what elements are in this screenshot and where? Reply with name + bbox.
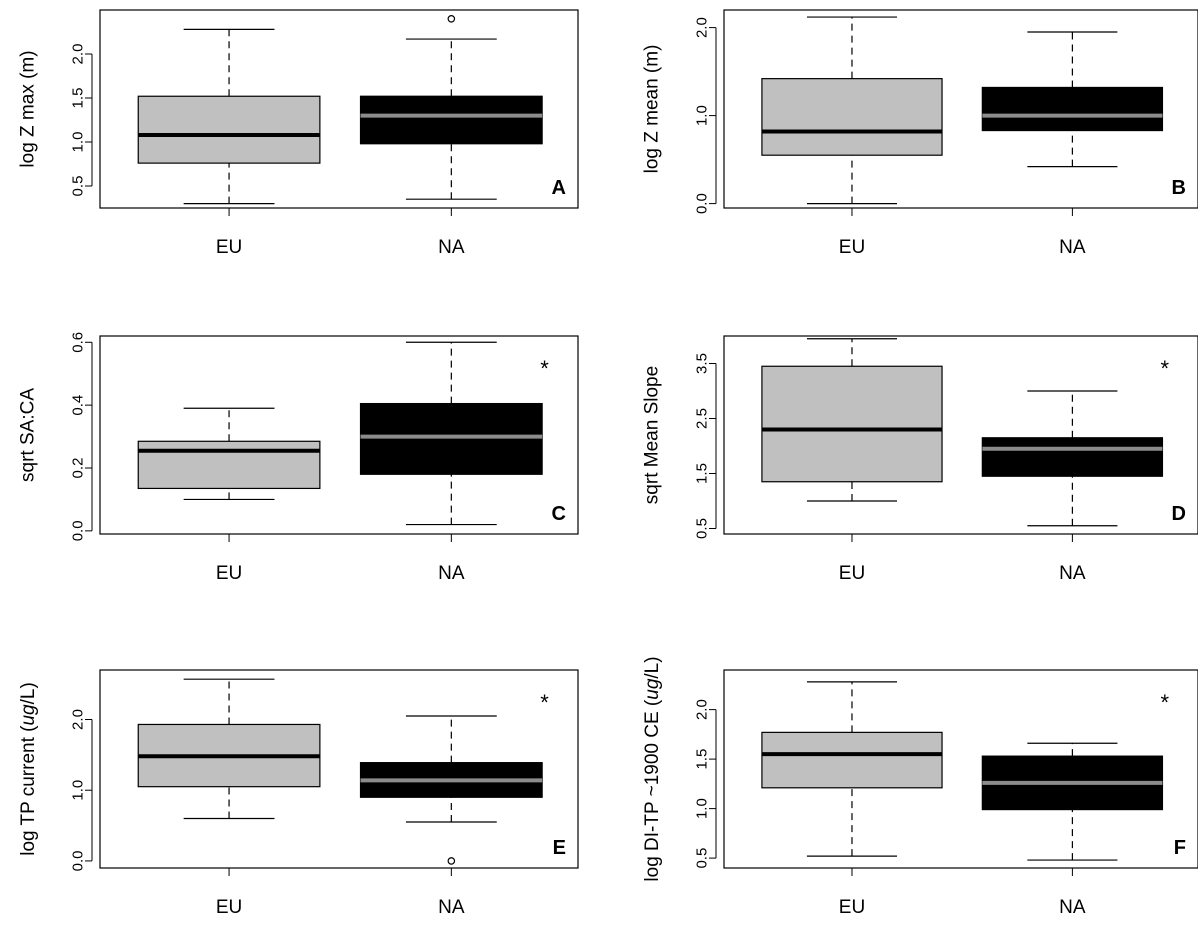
box-na bbox=[359, 14, 543, 200]
iqr-box bbox=[137, 95, 321, 164]
iqr-box bbox=[359, 402, 543, 475]
y-tick-label: 1.5 bbox=[70, 88, 87, 109]
y-tick-label: 0.0 bbox=[694, 193, 711, 214]
iqr-box bbox=[761, 78, 943, 156]
iqr-box bbox=[359, 95, 543, 145]
y-tick-label: 0.4 bbox=[70, 395, 87, 416]
box-eu bbox=[137, 28, 321, 205]
x-category-label: NA bbox=[1059, 897, 1086, 918]
y-tick-label: 0.0 bbox=[70, 520, 87, 541]
panel-letter: E bbox=[553, 837, 566, 859]
iqr-box bbox=[981, 86, 1164, 132]
box-na bbox=[981, 31, 1164, 168]
x-category-label: EU bbox=[216, 897, 242, 918]
y-axis-label: log TP current (ug/L) bbox=[18, 682, 39, 856]
y-tick-label: 1.5 bbox=[694, 463, 711, 484]
box-eu bbox=[761, 338, 943, 502]
outlier-point bbox=[447, 857, 456, 865]
y-tick-label: 0.0 bbox=[70, 850, 87, 871]
iqr-box bbox=[981, 437, 1164, 477]
panel-letter: C bbox=[552, 503, 566, 525]
iqr-box bbox=[137, 440, 321, 490]
y-tick-label: 2.5 bbox=[694, 408, 711, 429]
box-eu bbox=[137, 678, 321, 820]
y-tick-label: 1.0 bbox=[694, 798, 711, 819]
y-axis-label: log Z mean (m) bbox=[642, 45, 663, 174]
panel-a: 0.5 1.0 1.5 2.0 log Z max (m) EU NA A bbox=[18, 9, 579, 258]
y-tick-label: 0.5 bbox=[694, 518, 711, 539]
outlier-point bbox=[447, 14, 456, 23]
iqr-box bbox=[761, 365, 943, 483]
y-tick-label: 1.0 bbox=[694, 105, 711, 126]
x-category-label: EU bbox=[216, 563, 242, 584]
panel-c: 0.0 0.2 0.4 0.6 sqrt SA:CA EU NA C * bbox=[18, 332, 579, 584]
significance-mark: * bbox=[1161, 690, 1170, 715]
x-category-label: EU bbox=[839, 897, 865, 918]
panel-b: 0.0 1.0 2.0 log Z mean (m) EU NA B bbox=[642, 9, 1198, 258]
y-tick-label: 2.0 bbox=[694, 17, 711, 38]
y-tick-label: 1.0 bbox=[70, 132, 87, 153]
plot-frame bbox=[723, 335, 1198, 535]
panel-e: 0.0 1.0 2.0 log TP current (ug/L) EU NA E * bbox=[18, 669, 579, 918]
x-category-label: NA bbox=[438, 563, 465, 584]
x-category-label: EU bbox=[216, 237, 242, 258]
box-eu bbox=[137, 407, 321, 501]
panel-d: 0.5 1.5 2.5 3.5 sqrt Mean Slope EU NA D * bbox=[642, 335, 1198, 584]
panel-letter: F bbox=[1174, 837, 1186, 859]
y-axis-label: log Z max (m) bbox=[18, 50, 39, 167]
plot-frame bbox=[99, 9, 579, 209]
box-eu bbox=[761, 16, 943, 205]
box-na bbox=[981, 742, 1164, 861]
box-eu bbox=[761, 681, 943, 857]
panel-f: 0.5 1.0 1.5 2.0 log DI-TP ~1900 CE (ug/L) EU N… bbox=[642, 656, 1198, 918]
box-na bbox=[981, 390, 1164, 527]
significance-mark: * bbox=[540, 690, 549, 715]
y-tick-label: 0.6 bbox=[70, 332, 87, 353]
plot-frame bbox=[723, 9, 1198, 209]
y-tick-label: 3.5 bbox=[694, 353, 711, 374]
panel-letter: B bbox=[1172, 177, 1186, 199]
y-tick-label: 0.5 bbox=[70, 176, 87, 197]
plot-frame bbox=[99, 669, 579, 869]
box-na bbox=[359, 341, 543, 526]
significance-mark: * bbox=[1161, 356, 1170, 381]
y-tick-label: 2.0 bbox=[70, 709, 87, 730]
x-category-label: NA bbox=[1059, 237, 1086, 258]
y-tick-label: 1.0 bbox=[70, 780, 87, 801]
y-tick-label: 1.5 bbox=[694, 749, 711, 770]
y-axis-label: sqrt SA:CA bbox=[18, 388, 39, 482]
x-category-label: NA bbox=[1059, 563, 1086, 584]
panel-letter: D bbox=[1172, 503, 1186, 525]
significance-mark: * bbox=[540, 356, 549, 381]
y-tick-label: 2.0 bbox=[694, 699, 711, 720]
x-category-label: NA bbox=[438, 237, 465, 258]
y-tick-label: 0.2 bbox=[70, 458, 87, 479]
plot-frame bbox=[723, 669, 1198, 869]
panel-letter: A bbox=[552, 177, 566, 199]
y-axis-label: log DI-TP ~1900 CE (ug/L) bbox=[642, 656, 663, 881]
iqr-box bbox=[761, 731, 943, 789]
y-tick-label: 0.5 bbox=[694, 848, 711, 869]
y-tick-label: 2.0 bbox=[70, 44, 87, 65]
plot-frame bbox=[99, 335, 579, 535]
x-category-label: EU bbox=[839, 237, 865, 258]
box-na bbox=[359, 715, 543, 865]
x-category-label: NA bbox=[438, 897, 465, 918]
y-axis-label: sqrt Mean Slope bbox=[642, 366, 663, 504]
x-category-label: EU bbox=[839, 563, 865, 584]
